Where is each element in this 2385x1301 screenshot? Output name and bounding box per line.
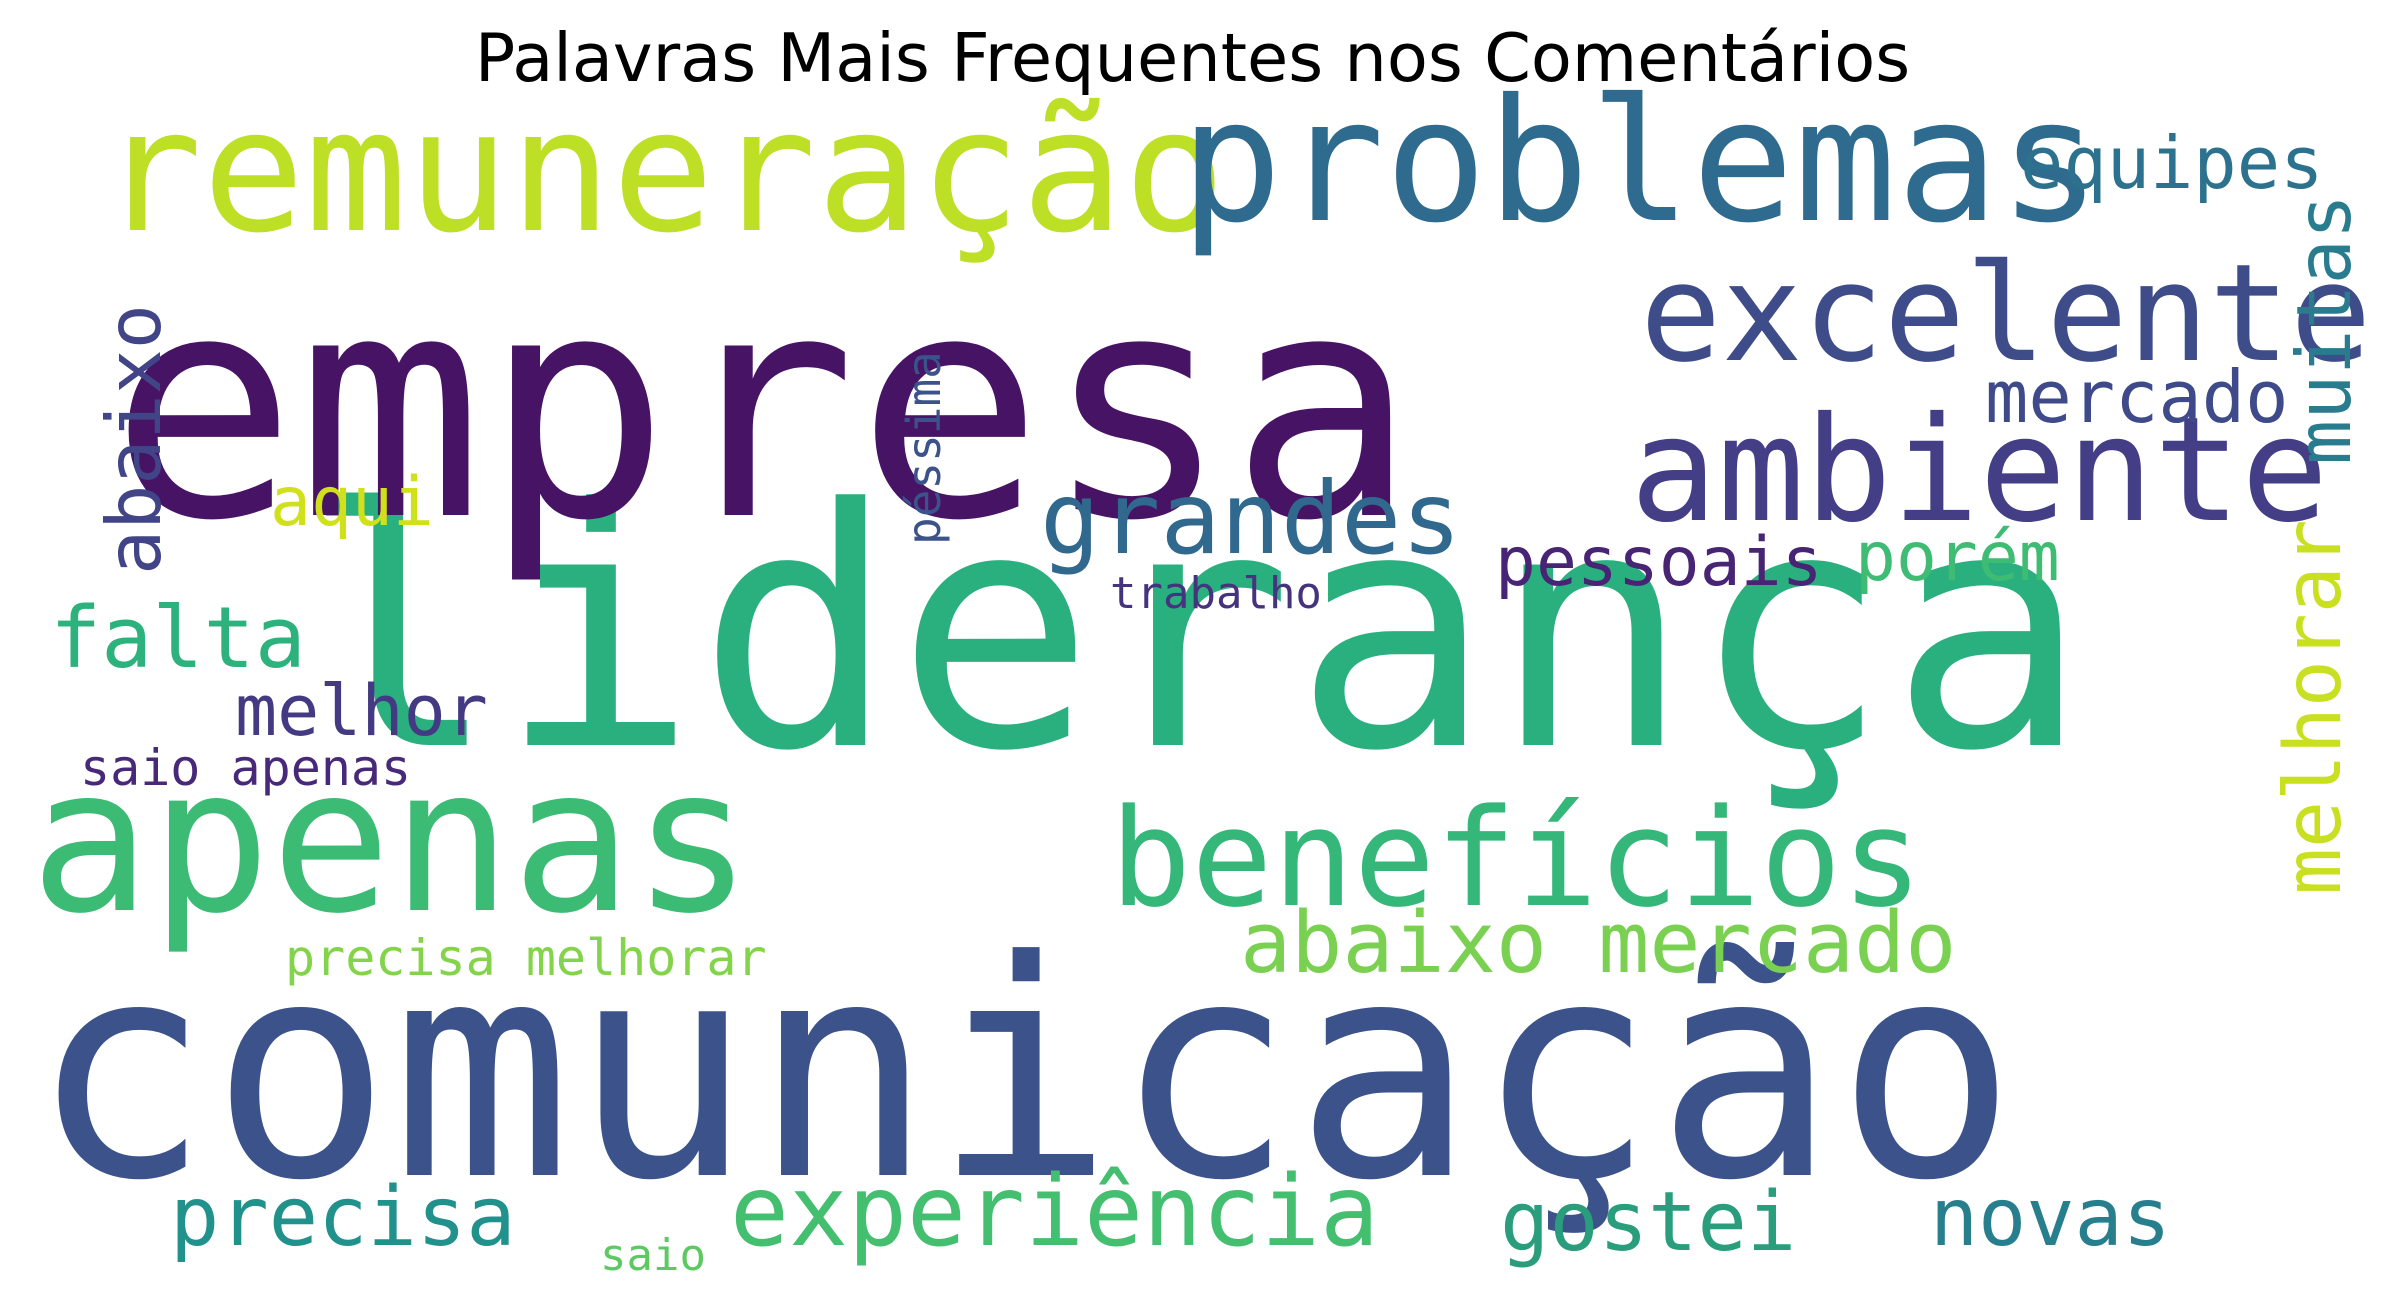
word-porém: porém [1855, 518, 2060, 597]
word-novas: novas [1930, 1171, 2171, 1264]
word-melhor: melhor [235, 670, 488, 752]
word-pessoais: pessoais [1495, 523, 1823, 602]
word-excelente: excelente [1640, 235, 2372, 392]
word-remuneração: remuneração [100, 73, 1226, 271]
word-abaixo: abaixo [90, 304, 178, 575]
word-comunicação: comunicação [30, 897, 2017, 1246]
word-muitas: muitas [2280, 194, 2368, 465]
word-melhorar: melhorar [2269, 519, 2359, 895]
word-apenas: apenas [30, 725, 752, 958]
word-saio-apenas: saio apenas [80, 739, 411, 797]
word-falta: falta [50, 589, 306, 688]
word-grandes: grandes [1040, 460, 1461, 577]
word-trabalho: trabalho [1110, 568, 1322, 619]
word-problemas: problemas [1180, 63, 2101, 261]
word-péssima: péssima [897, 351, 951, 545]
word-empresa: empresa [110, 228, 1416, 589]
word-precisa: precisa [170, 1170, 516, 1265]
word-equipes: equipes [2020, 121, 2323, 205]
word-abaixo-mercado: abaixo mercado [1240, 894, 1956, 993]
word-benefícios: benefícios [1110, 780, 1923, 937]
word-gostei: gostei [1500, 1175, 1796, 1270]
word-liderança: liderança [300, 439, 2088, 823]
chart-title: Palavras Mais Frequentes nos Comentários [474, 19, 1911, 97]
word-experiência: experiência [730, 1155, 1379, 1269]
word-precisa-melhorar: precisa melhorar [285, 929, 767, 987]
word-ambiente: ambiente [1630, 386, 2328, 555]
word-aqui: aqui [270, 463, 434, 542]
word-saio: saio [600, 1230, 706, 1281]
word-mercado: mercado [1985, 355, 2288, 439]
